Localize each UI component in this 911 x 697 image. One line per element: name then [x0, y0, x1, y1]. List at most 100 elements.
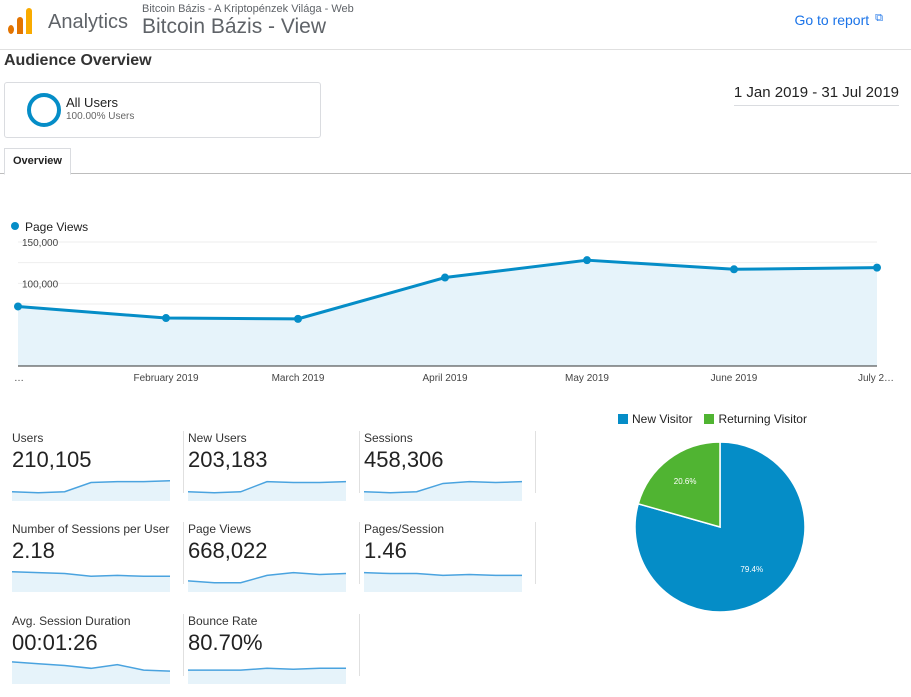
- sparkline-fill: [188, 572, 346, 592]
- sparkline-line: [12, 570, 170, 578]
- legend-label: Returning Visitor: [718, 412, 807, 426]
- y-tick-label: 100,000: [22, 279, 59, 290]
- metric-label: Sessions: [364, 431, 413, 445]
- metric-label: Users: [12, 431, 44, 445]
- legend-swatch-icon: [704, 414, 715, 424]
- x-tick-label: March 2019: [272, 373, 325, 384]
- segment-percent: 100.00% Users: [66, 111, 135, 122]
- legend-label: Page Views: [25, 220, 89, 234]
- sparkline-fill: [364, 481, 522, 501]
- metric-sparkline: [364, 571, 522, 592]
- metric-label: Avg. Session Duration: [12, 614, 131, 628]
- legend-item-new-visitor[interactable]: New Visitor: [618, 412, 692, 426]
- metric-avg-session-duration[interactable]: Avg. Session Duration 00:01:26: [12, 614, 184, 684]
- x-tick-label: April 2019: [422, 373, 467, 384]
- logo-bar-medium: [17, 17, 23, 34]
- sparkline-line: [12, 479, 170, 494]
- pie-value-label: 79.4%: [740, 565, 763, 574]
- metric-sparkline: [12, 479, 170, 501]
- page-title: Audience Overview: [4, 52, 152, 69]
- x-tick-label: …: [14, 373, 24, 384]
- metric-users[interactable]: Users 210,105: [12, 431, 184, 501]
- metric-sparkline: [188, 667, 346, 684]
- data-point: [730, 265, 738, 274]
- sparkline-line: [12, 661, 170, 672]
- data-point: [441, 273, 449, 282]
- data-point: [294, 314, 302, 323]
- metric-sparkline: [12, 661, 170, 684]
- metric-label: Bounce Rate: [188, 614, 258, 628]
- metric-sparkline: [188, 480, 346, 501]
- metric-label: New Users: [188, 431, 247, 445]
- sparkline-line: [188, 667, 346, 671]
- metric-sparkline: [364, 480, 522, 501]
- sparkline-line: [188, 571, 346, 584]
- metric-value: 210,105: [12, 447, 92, 472]
- x-tick-label: February 2019: [133, 373, 198, 384]
- pie-slice-returning-visitor: [637, 441, 721, 528]
- legend-label: New Visitor: [632, 412, 693, 426]
- segment-ring-icon: [27, 93, 61, 127]
- segment-card[interactable]: All Users 100.00% Users: [4, 82, 321, 138]
- metric-sparkline: [12, 570, 170, 592]
- segment-name: All Users: [66, 95, 119, 110]
- chart-legend[interactable]: Page Views: [11, 220, 88, 234]
- metric-value: 203,183: [188, 447, 268, 472]
- metric-value: 1.46: [364, 538, 407, 563]
- sparkline-line: [364, 480, 522, 494]
- legend-dot-icon: [11, 222, 19, 230]
- metric-value: 00:01:26: [12, 630, 98, 655]
- go-to-report-link[interactable]: Go to report ⧉: [794, 12, 883, 28]
- tab-overview[interactable]: Overview: [4, 148, 71, 175]
- metric-label: Number of Sessions per User: [12, 522, 170, 536]
- area-fill: [18, 260, 877, 366]
- sparkline-fill: [12, 571, 170, 592]
- view-name[interactable]: Bitcoin Bázis - View: [142, 15, 327, 38]
- data-point: [583, 256, 591, 265]
- x-tick-label: May 2019: [565, 373, 609, 384]
- sparkline-fill: [188, 668, 346, 684]
- x-tick-label: June 2019: [711, 373, 758, 384]
- logo-bar-small: [8, 25, 14, 34]
- metric-sessions-per-user[interactable]: Number of Sessions per User 2.18: [12, 522, 184, 592]
- app-header: Analytics Bitcoin Bázis - A Kriptopénzek…: [0, 0, 911, 50]
- sparkline-fill: [12, 661, 170, 684]
- sparkline-fill: [364, 572, 522, 592]
- metric-value: 80.70%: [188, 630, 263, 655]
- property-name[interactable]: Bitcoin Bázis - A Kriptopénzek Világa - …: [142, 3, 354, 15]
- legend-swatch-icon: [618, 414, 628, 424]
- date-range-picker[interactable]: 1 Jan 2019 - 31 Jul 2019: [733, 84, 899, 106]
- x-tick-label: July 2…: [858, 373, 894, 384]
- metric-value: 668,022: [188, 538, 268, 563]
- y-tick-label: 150,000: [22, 238, 59, 249]
- pie-value-label: 20.6%: [674, 477, 697, 486]
- pie-legend: New Visitor Returning Visitor: [618, 412, 819, 426]
- metric-label: Pages/Session: [364, 522, 445, 536]
- metric-value: 458,306: [364, 447, 444, 472]
- metric-label: Page Views: [188, 522, 252, 536]
- sparkline-line: [364, 571, 522, 577]
- metric-value: 2.18: [12, 538, 55, 563]
- app-name: Analytics: [48, 11, 129, 33]
- sparkline-line: [188, 480, 346, 494]
- legend-item-returning-visitor[interactable]: Returning Visitor: [704, 412, 807, 426]
- metric-pages-per-session[interactable]: Pages/Session 1.46: [364, 522, 536, 592]
- tab-bar: Overview: [0, 146, 911, 175]
- external-link-icon: ⧉: [875, 12, 883, 24]
- logo-bar-large: [26, 8, 32, 34]
- go-to-report-label: Go to report: [794, 12, 870, 28]
- data-point: [162, 314, 170, 323]
- pie-slice-new-visitor: [634, 441, 806, 613]
- sparkline-fill: [188, 481, 346, 501]
- metric-sparkline: [188, 571, 346, 592]
- metric-page-views[interactable]: Page Views 668,022: [188, 522, 360, 592]
- metric-bounce-rate[interactable]: Bounce Rate 80.70%: [188, 614, 360, 684]
- metric-sessions[interactable]: Sessions 458,306: [364, 431, 536, 501]
- data-point: [873, 263, 881, 272]
- analytics-logo-icon[interactable]: [8, 8, 32, 34]
- data-point: [14, 302, 22, 311]
- sparkline-fill: [12, 480, 170, 501]
- metric-new-users[interactable]: New Users 203,183: [188, 431, 360, 501]
- visitor-type-pie-chart[interactable]: 79.4% 20.6%: [630, 440, 810, 620]
